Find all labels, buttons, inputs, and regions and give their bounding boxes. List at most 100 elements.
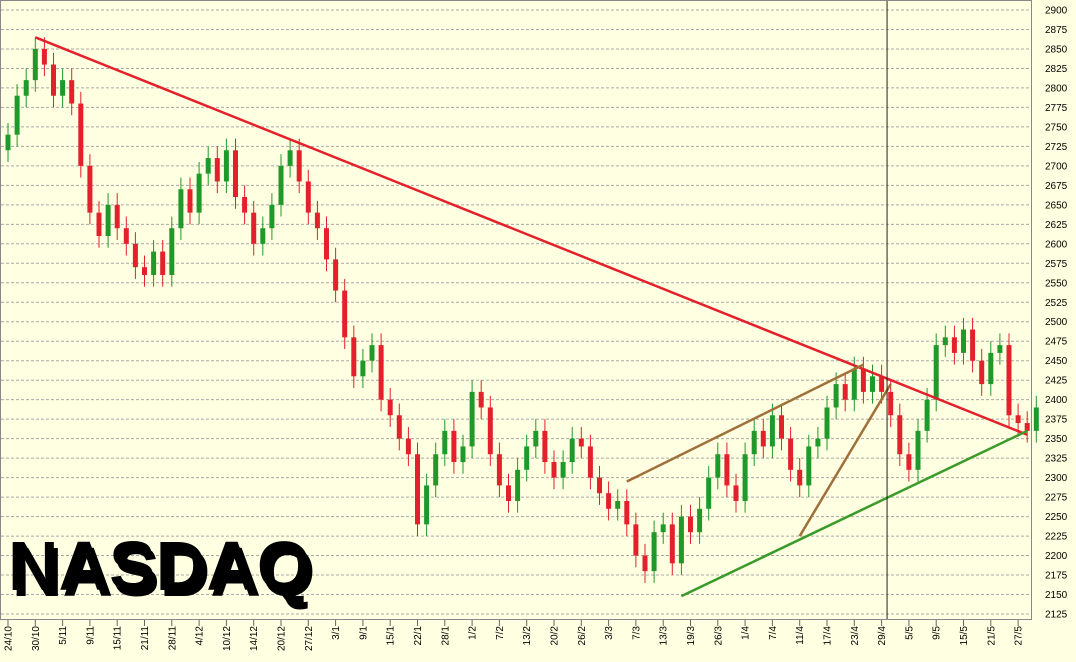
y-tick-label: 2850 <box>1045 44 1068 55</box>
y-tick-label: 2650 <box>1045 200 1068 211</box>
y-tick-label: 2225 <box>1045 532 1068 543</box>
y-tick-label: 2400 <box>1045 395 1068 406</box>
x-tick-label: 14/12 <box>249 626 260 651</box>
candle-body <box>851 368 857 400</box>
candle-body <box>506 485 511 501</box>
candle-body <box>842 384 848 400</box>
x-tick-label: 27/12 <box>304 626 315 651</box>
candle-body <box>296 150 302 182</box>
x-tick-label: 13/3 <box>659 626 670 646</box>
candle-body <box>360 360 366 377</box>
x-tick-label: 9/5 <box>932 626 943 640</box>
candle-body <box>897 415 903 455</box>
candle-body <box>287 150 293 166</box>
x-tick-label: 17/4 <box>823 626 834 646</box>
x-tick-label: 23/4 <box>850 626 861 646</box>
x-tick-label: 10/12 <box>222 626 233 651</box>
y-tick-label: 2725 <box>1045 142 1068 153</box>
candle-body <box>132 243 138 268</box>
candle-body <box>5 134 11 151</box>
candle-body <box>988 352 994 385</box>
candle-body <box>779 415 784 439</box>
x-tick-label: 15/11 <box>113 626 124 651</box>
candle-body <box>979 360 985 385</box>
candle-body <box>314 212 320 229</box>
x-tick-label: 29/4 <box>877 626 888 646</box>
candle-body <box>114 204 120 229</box>
candle-body <box>697 508 703 533</box>
trendline <box>798 383 892 537</box>
candle-body <box>96 212 102 237</box>
y-tick-label: 2475 <box>1045 337 1068 348</box>
candle-body <box>597 477 602 494</box>
candle-body <box>142 267 147 275</box>
candle-body <box>760 430 766 447</box>
candle-body <box>105 204 111 237</box>
candle-body <box>633 524 639 556</box>
candle-body <box>806 446 812 486</box>
candle-body <box>478 391 484 408</box>
candle-body <box>14 95 20 135</box>
y-tick-label: 2450 <box>1045 356 1068 367</box>
candle-body <box>378 345 384 400</box>
x-tick-label: 28/1 <box>440 626 451 646</box>
y-tick-label: 2150 <box>1045 590 1068 601</box>
y-tick-label: 2525 <box>1045 298 1068 309</box>
candle-body <box>524 446 530 470</box>
candle-body <box>169 228 175 275</box>
candle-body <box>424 485 430 525</box>
x-tick-label: 7/3 <box>631 626 642 640</box>
x-tick-label: 28/11 <box>167 626 178 651</box>
y-tick-label: 2175 <box>1045 571 1068 582</box>
candle-body <box>942 337 948 346</box>
x-tick-label: 3/1 <box>331 626 342 640</box>
candle-body <box>606 493 612 509</box>
candle-body <box>569 438 575 463</box>
x-tick-label: 21/5 <box>986 626 997 646</box>
y-tick-label: 2300 <box>1045 473 1068 484</box>
candle-body <box>888 391 894 416</box>
candle-body <box>688 516 693 533</box>
candle-body <box>924 399 930 431</box>
candle-body <box>51 64 56 96</box>
candle-body <box>724 454 730 486</box>
y-tick-label: 2625 <box>1045 220 1068 231</box>
x-tick-label: 26/3 <box>713 626 724 646</box>
candle-body <box>824 407 830 439</box>
y-tick-label: 2200 <box>1045 551 1068 562</box>
candle-body <box>551 462 557 478</box>
candle-body <box>260 228 266 244</box>
y-tick-label: 2125 <box>1045 610 1068 621</box>
candle-body <box>41 48 47 65</box>
x-tick-label: 1/2 <box>468 626 479 640</box>
x-tick-label: 1/4 <box>741 626 752 640</box>
candle-body <box>196 173 202 213</box>
y-tick-label: 2825 <box>1045 64 1068 75</box>
candle-body <box>769 415 775 447</box>
x-tick-label: 30/10 <box>31 626 42 651</box>
candle-body <box>587 446 593 478</box>
candle-body <box>533 430 539 447</box>
candle-body <box>933 345 939 400</box>
candle-body <box>78 103 84 166</box>
candle-body <box>1033 407 1039 431</box>
y-tick-label: 2775 <box>1045 103 1068 114</box>
candle-body <box>797 469 803 486</box>
candle-body <box>442 430 448 455</box>
candle-body <box>860 368 866 392</box>
candle-body <box>305 181 311 213</box>
x-tick-label: 20/12 <box>277 626 288 651</box>
candle-body <box>906 454 912 470</box>
trendline <box>626 363 864 483</box>
candle-body <box>715 454 721 478</box>
candle-body <box>233 150 238 198</box>
candle-body <box>369 345 375 361</box>
x-tick-label: 3/3 <box>604 626 615 640</box>
candle-body <box>870 376 875 392</box>
candle-body <box>1015 415 1021 424</box>
candle-body <box>961 329 966 353</box>
candle-body <box>69 80 75 104</box>
x-tick-label: 11/4 <box>795 626 806 645</box>
candle-body <box>242 197 248 213</box>
